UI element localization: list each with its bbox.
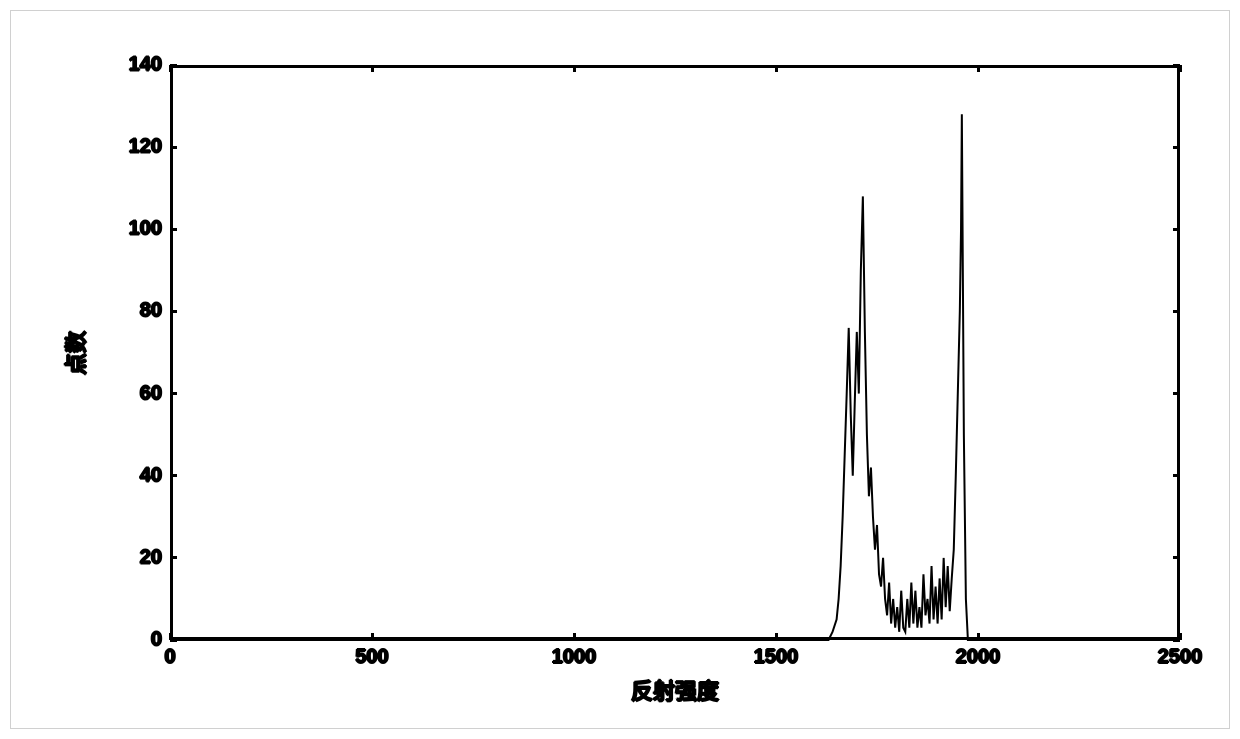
y-tick <box>170 639 177 642</box>
y-tick-label: 140 <box>110 54 162 77</box>
x-tick-label: 2500 <box>1158 646 1203 669</box>
x-tick <box>371 65 374 72</box>
y-tick <box>170 392 177 395</box>
x-tick-label: 2000 <box>956 646 1001 669</box>
y-tick <box>1173 639 1180 642</box>
y-tick <box>1173 146 1180 149</box>
x-tick-label: 0 <box>164 646 175 669</box>
y-tick <box>170 556 177 559</box>
y-tick-label: 100 <box>110 218 162 241</box>
x-tick <box>573 65 576 72</box>
histogram-chart: 反射强度 点数 0 500 1000 1500 2000 2500 0 20 40 60 80 100… <box>10 10 1230 729</box>
y-tick <box>1173 64 1180 67</box>
y-tick <box>1173 474 1180 477</box>
y-tick <box>1173 392 1180 395</box>
y-tick <box>170 310 177 313</box>
x-tick <box>573 633 576 640</box>
x-tick <box>977 65 980 72</box>
x-tick-label: 1500 <box>754 646 799 669</box>
data-line-svg <box>10 10 1230 729</box>
x-tick-label: 1000 <box>552 646 597 669</box>
x-tick <box>775 65 778 72</box>
y-tick-label: 0 <box>110 629 162 652</box>
series-line <box>170 114 1180 640</box>
y-tick-label: 80 <box>110 300 162 323</box>
y-tick <box>1173 228 1180 231</box>
y-tick <box>1173 310 1180 313</box>
y-tick <box>1173 556 1180 559</box>
y-tick <box>170 474 177 477</box>
y-tick <box>170 146 177 149</box>
y-tick <box>170 64 177 67</box>
y-tick-label: 40 <box>110 464 162 487</box>
x-tick <box>775 633 778 640</box>
y-tick <box>170 228 177 231</box>
x-tick <box>371 633 374 640</box>
y-tick-label: 120 <box>110 136 162 159</box>
x-tick-label: 500 <box>355 646 388 669</box>
y-tick-label: 60 <box>110 382 162 405</box>
x-axis-label: 反射强度 <box>631 674 719 706</box>
y-tick-label: 20 <box>110 546 162 569</box>
x-tick <box>977 633 980 640</box>
y-axis-label: 点数 <box>59 330 91 374</box>
